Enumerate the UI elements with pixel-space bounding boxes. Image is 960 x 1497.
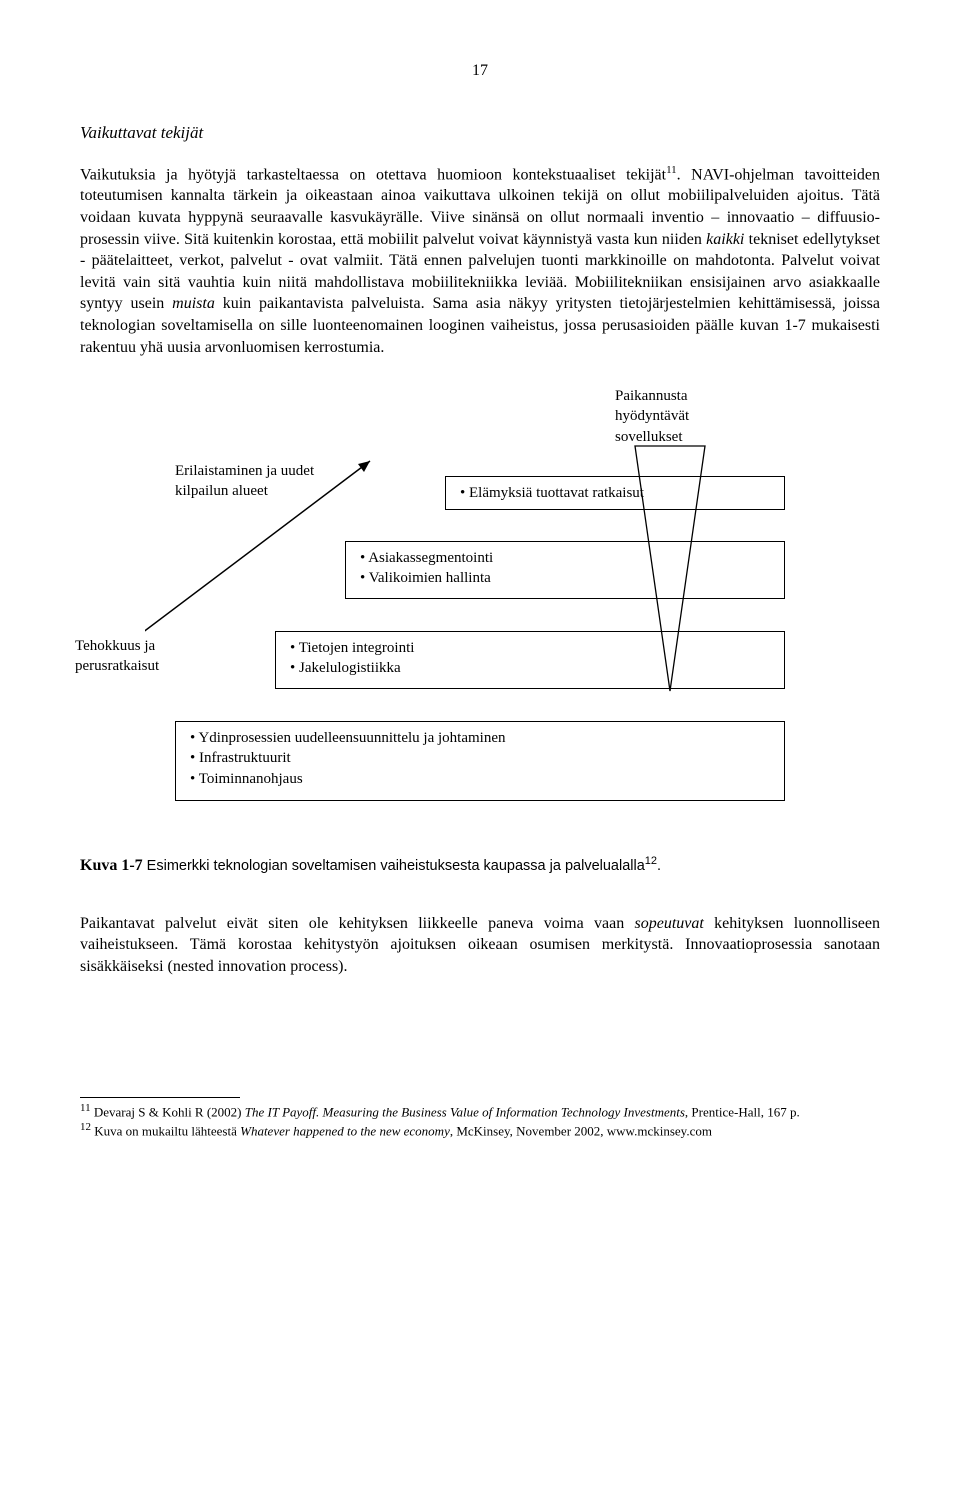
text: Erilaistaminen ja uudet [175, 461, 355, 481]
text: Devaraj S & Kohli R (2002) [91, 1105, 245, 1120]
layer-1: Elämyksiä tuottavat ratkaisut [445, 476, 785, 510]
text: Paikantavat palvelut eivät siten ole keh… [80, 915, 635, 932]
text-italic: muista [172, 295, 215, 312]
bullet: Valikoimien hallinta [360, 568, 770, 588]
text-italic: sopeutuvat [635, 915, 704, 932]
label-paikannusta: Paikannusta hyödyntävät sovellukset [615, 386, 689, 447]
label-erilaistaminen: Erilaistaminen ja uudet kilpailun alueet [175, 461, 355, 502]
text: , McKinsey, November 2002, www.mckinsey.… [450, 1123, 712, 1138]
figure-caption: Kuva 1-7 Esimerkki teknologian soveltami… [80, 854, 880, 876]
caption-text: Esimerkki teknologian soveltamisen vaihe… [147, 858, 645, 874]
footnote-ref-12: 12 [645, 855, 657, 867]
paragraph-2: Paikantavat palvelut eivät siten ole keh… [80, 913, 880, 978]
fn-number: 12 [80, 1121, 91, 1133]
fn-number: 11 [80, 1102, 91, 1114]
text: Tehokkuus ja [75, 636, 195, 656]
label-tehokkuus: Tehokkuus ja perusratkaisut [75, 636, 195, 677]
bullet: Toiminnanohjaus [190, 769, 770, 789]
bullet: Jakelulogistiikka [290, 658, 770, 678]
text: perusratkaisut [75, 656, 195, 676]
bullet: Elämyksiä tuottavat ratkaisut [460, 483, 770, 503]
text: Kuva on mukailtu lähteestä [91, 1123, 240, 1138]
footnote-ref-11: 11 [666, 164, 677, 176]
bullet: Tietojen integrointi [290, 638, 770, 658]
text: hyödyntävät [615, 406, 689, 426]
bullet: Asiakassegmentointi [360, 548, 770, 568]
text-italic: kaikki [706, 231, 744, 248]
footnote-12: 12 Kuva on mukailtu lähteestä Whatever h… [80, 1121, 880, 1140]
section-heading: Vaikuttavat tekijät [80, 122, 880, 145]
text: Vaikutuksia ja hyötyjä tarkasteltaessa o… [80, 166, 666, 183]
page-number: 17 [80, 60, 880, 82]
bullet: Ydinprosessien uudelleensuunnittelu ja j… [190, 728, 770, 748]
footnote-11: 11 Devaraj S & Kohli R (2002) The IT Pay… [80, 1102, 880, 1121]
diagram-figure-1-7: Paikannusta hyödyntävät sovellukset Eril… [145, 386, 815, 846]
text: , Prentice-Hall, 167 p. [685, 1105, 800, 1120]
text-italic: Whatever happened to the new economy [240, 1123, 450, 1138]
layer-3: Tietojen integrointi Jakelulogistiikka [275, 631, 785, 689]
text: Paikannusta [615, 386, 689, 406]
caption-bold: Kuva 1-7 [80, 857, 147, 874]
paragraph-1: Vaikutuksia ja hyötyjä tarkasteltaessa o… [80, 163, 880, 359]
bullet: Infrastruktuurit [190, 748, 770, 768]
layer-4: Ydinprosessien uudelleensuunnittelu ja j… [175, 721, 785, 801]
text-italic: The IT Payoff. Measuring the Business Va… [245, 1105, 685, 1120]
text: . [657, 858, 661, 874]
text: kilpailun alueet [175, 481, 355, 501]
footnotes-separator [80, 1097, 240, 1098]
layer-2: Asiakassegmentointi Valikoimien hallinta [345, 541, 785, 599]
text: sovellukset [615, 427, 689, 447]
